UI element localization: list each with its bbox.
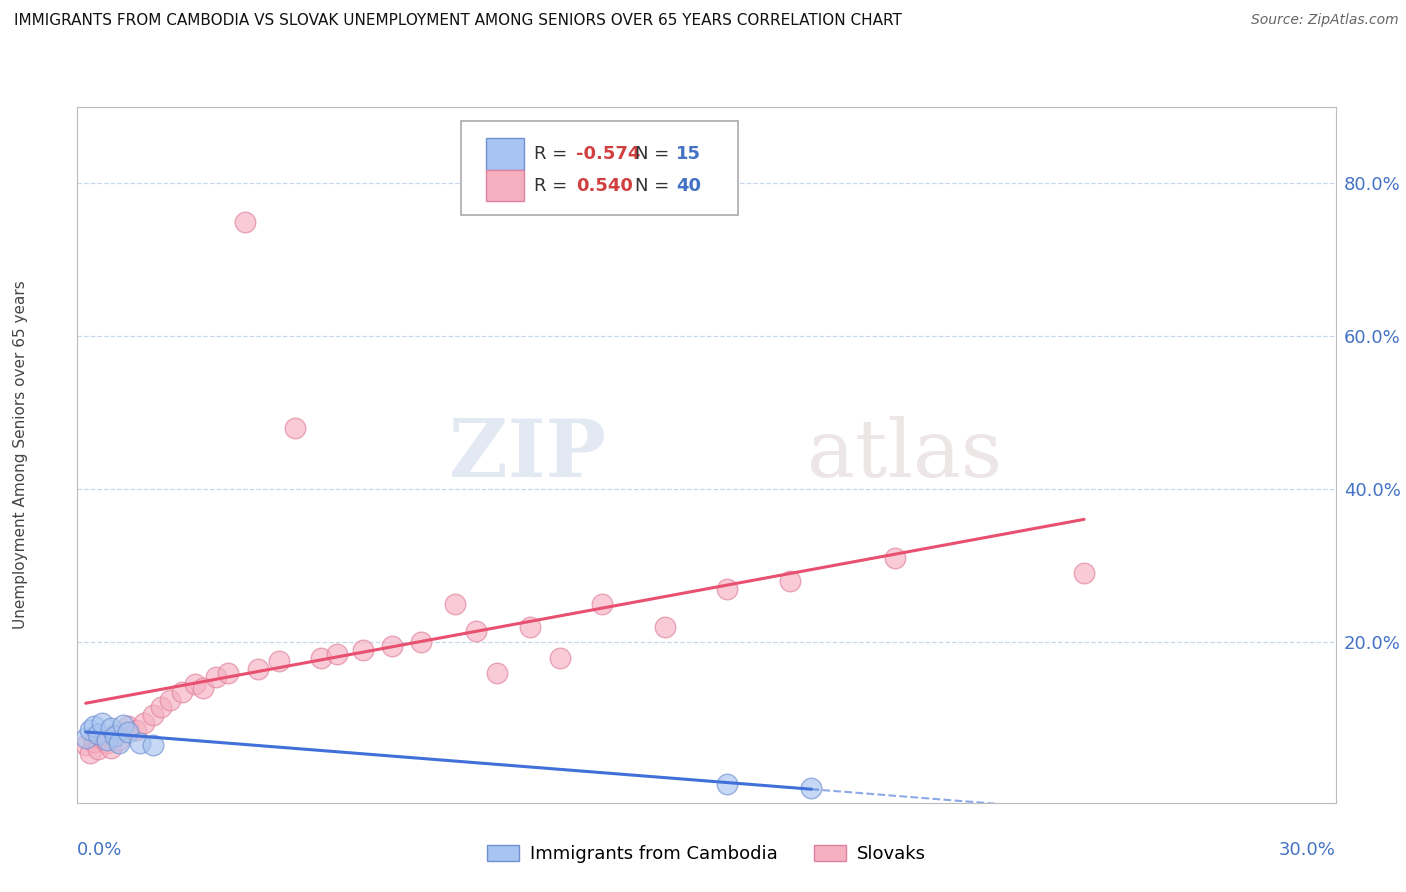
Point bbox=[108, 733, 131, 747]
Point bbox=[96, 733, 118, 747]
Point bbox=[134, 715, 156, 730]
Point bbox=[75, 731, 97, 745]
Point bbox=[381, 639, 404, 653]
Point bbox=[204, 670, 226, 684]
Point bbox=[444, 597, 467, 611]
Point bbox=[172, 685, 194, 699]
Point bbox=[142, 707, 165, 722]
Point bbox=[267, 654, 290, 668]
Point bbox=[91, 731, 114, 745]
Point bbox=[129, 736, 152, 750]
Point bbox=[104, 729, 127, 743]
Point bbox=[800, 780, 823, 795]
Point bbox=[104, 727, 127, 741]
Point bbox=[411, 635, 433, 649]
Text: IMMIGRANTS FROM CAMBODIA VS SLOVAK UNEMPLOYMENT AMONG SENIORS OVER 65 YEARS CORR: IMMIGRANTS FROM CAMBODIA VS SLOVAK UNEMP… bbox=[14, 13, 901, 29]
Text: 15: 15 bbox=[676, 145, 702, 163]
Text: Unemployment Among Seniors over 65 years: Unemployment Among Seniors over 65 years bbox=[13, 281, 28, 629]
Point bbox=[654, 620, 676, 634]
FancyBboxPatch shape bbox=[461, 121, 738, 215]
Point bbox=[142, 739, 165, 753]
Bar bbox=[486, 169, 524, 201]
Point bbox=[519, 620, 541, 634]
Point bbox=[91, 715, 114, 730]
Point bbox=[217, 665, 239, 680]
Point bbox=[87, 742, 110, 756]
Text: -0.574: -0.574 bbox=[575, 145, 640, 163]
Point bbox=[159, 692, 181, 706]
Text: N =: N = bbox=[634, 145, 675, 163]
Text: 0.0%: 0.0% bbox=[77, 841, 122, 859]
Point bbox=[352, 643, 374, 657]
Point bbox=[117, 719, 139, 733]
Point bbox=[191, 681, 215, 695]
Point bbox=[779, 574, 801, 588]
Point bbox=[548, 650, 571, 665]
Point bbox=[464, 624, 486, 638]
Text: R =: R = bbox=[534, 145, 574, 163]
Point bbox=[184, 677, 207, 691]
Text: N =: N = bbox=[634, 177, 675, 194]
Point bbox=[96, 736, 118, 750]
Point bbox=[100, 740, 122, 755]
Text: 40: 40 bbox=[676, 177, 702, 194]
Point bbox=[485, 665, 508, 680]
Text: atlas: atlas bbox=[807, 416, 1002, 494]
Point bbox=[87, 727, 110, 741]
Point bbox=[125, 723, 148, 738]
Point bbox=[150, 700, 173, 714]
Point bbox=[246, 662, 269, 676]
Point bbox=[79, 723, 101, 738]
Text: R =: R = bbox=[534, 177, 574, 194]
Point bbox=[1073, 566, 1095, 581]
Point bbox=[83, 734, 105, 748]
Point bbox=[112, 718, 135, 732]
Point bbox=[83, 719, 105, 733]
Point bbox=[233, 215, 256, 229]
Bar bbox=[486, 138, 524, 169]
Point bbox=[326, 647, 349, 661]
Point bbox=[100, 721, 122, 735]
Point bbox=[284, 421, 307, 435]
Point bbox=[591, 597, 613, 611]
Point bbox=[716, 582, 738, 596]
Point bbox=[79, 746, 101, 760]
Point bbox=[884, 551, 907, 566]
Text: ZIP: ZIP bbox=[449, 416, 606, 494]
Point bbox=[108, 736, 131, 750]
Text: 30.0%: 30.0% bbox=[1279, 841, 1336, 859]
Legend: Immigrants from Cambodia, Slovaks: Immigrants from Cambodia, Slovaks bbox=[479, 838, 934, 871]
Text: Source: ZipAtlas.com: Source: ZipAtlas.com bbox=[1251, 13, 1399, 28]
Point bbox=[75, 739, 97, 753]
Text: 0.540: 0.540 bbox=[575, 177, 633, 194]
Point bbox=[309, 650, 332, 665]
Point bbox=[716, 777, 738, 791]
Point bbox=[117, 725, 139, 739]
